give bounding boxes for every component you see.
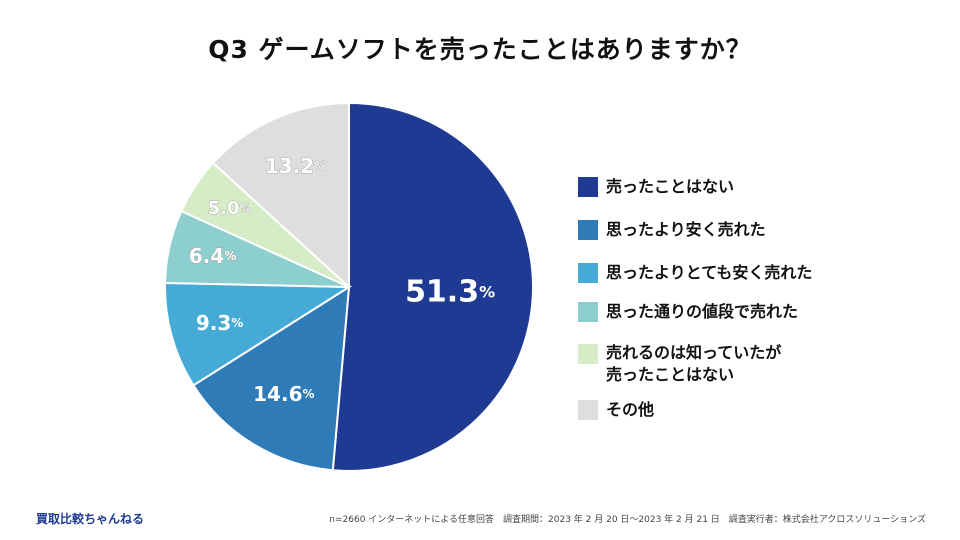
pie-slice-2 — [192, 285, 351, 472]
legend-label: 売ったことはない — [606, 177, 735, 196]
slice-value-label-1: 51.3% — [405, 274, 495, 309]
pie-slice-6 — [211, 101, 350, 290]
legend-item: 売れるのは知っていたが 売ったことはない — [578, 342, 781, 386]
legend-label: 思ったより安く売れた — [606, 220, 766, 239]
pie-slice-1 — [331, 101, 534, 472]
legend-item: 思った通りの値段で売れた — [578, 300, 798, 323]
slice-value-label-6: 13.2% — [265, 154, 326, 178]
survey-note: n=2660 インターネットによる任意回答 調査期間：2023 年 2 月 20… — [329, 515, 926, 525]
legend-swatch — [578, 302, 598, 322]
legend-swatch — [578, 400, 598, 420]
legend-item: 思ったよりとても安く売れた — [578, 261, 812, 284]
pie-slice-3 — [164, 281, 353, 387]
brand-name: 買取比較ちゃんねる — [36, 512, 145, 526]
legend-item: その他 — [578, 398, 654, 421]
legend-label: 売れるのは知っていたが 売ったことはない — [606, 343, 782, 384]
legend-item: 思ったより安く売れた — [578, 218, 766, 241]
slice-value-label-2: 14.6% — [253, 382, 314, 406]
legend-label: その他 — [606, 400, 655, 419]
legend-label: 思った通りの値段で売れた — [606, 302, 799, 321]
legend-swatch — [578, 220, 598, 240]
legend-label: 思ったよりとても安く売れた — [606, 263, 813, 282]
legend-swatch — [578, 177, 598, 197]
slice-value-label-3: 9.3% — [196, 311, 243, 335]
slice-value-label-5: 5.0% — [208, 198, 251, 219]
chart-title: Q3 ゲームソフトを売ったことはありますか？ — [208, 35, 752, 64]
slice-value-label-4: 6.4% — [189, 244, 236, 268]
legend-swatch — [578, 263, 598, 283]
legend-swatch — [578, 344, 598, 364]
legend-item: 売ったことはない — [578, 175, 734, 198]
